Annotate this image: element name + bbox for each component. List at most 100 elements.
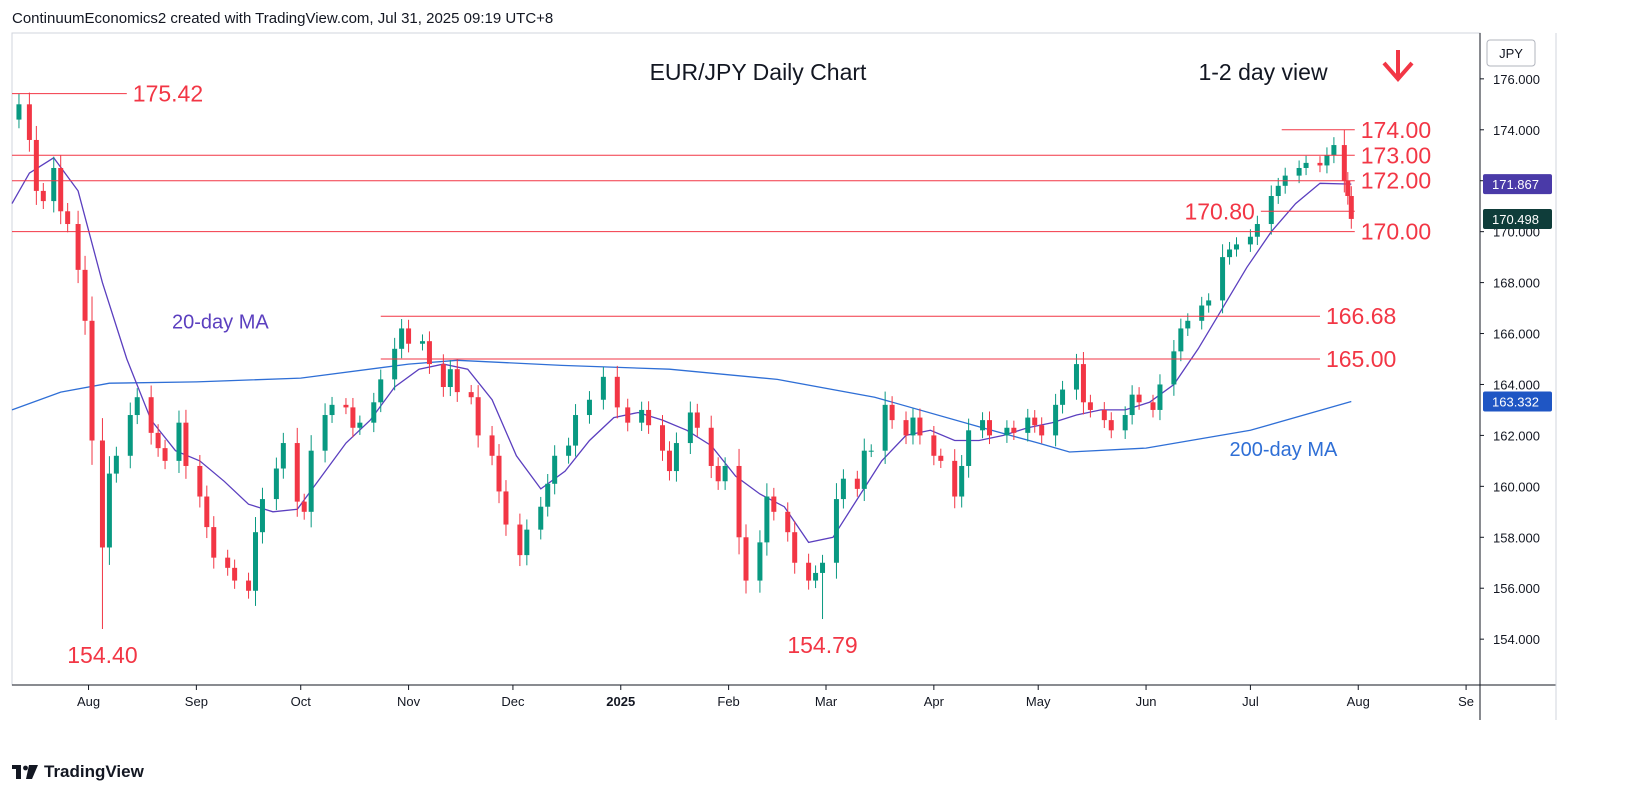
candle-body[interactable] [1220, 257, 1226, 301]
candle-body[interactable] [889, 404, 895, 421]
candle-body[interactable] [197, 465, 203, 497]
candle-body[interactable] [106, 473, 112, 548]
candle-body[interactable] [1157, 384, 1163, 410]
candle-body[interactable] [155, 432, 161, 449]
candle-body[interactable] [183, 422, 189, 466]
candle-body[interactable] [65, 211, 71, 225]
candle-body[interactable] [280, 443, 286, 469]
candle-body[interactable] [426, 341, 432, 365]
candle-body[interactable] [833, 499, 839, 563]
candle-body[interactable] [357, 422, 363, 428]
candle-body[interactable] [1053, 404, 1059, 436]
candle-body[interactable] [51, 167, 57, 202]
candle-body[interactable] [987, 420, 993, 436]
candle-body[interactable] [1122, 415, 1128, 431]
candle-body[interactable] [673, 443, 679, 472]
candle-body[interactable] [1025, 417, 1031, 433]
candle-body[interactable] [176, 422, 182, 461]
candle-body[interactable] [75, 224, 81, 270]
candle-body[interactable] [392, 348, 398, 380]
candle-body[interactable] [959, 465, 965, 497]
candle-body[interactable] [1233, 244, 1239, 250]
candle-body[interactable] [1303, 162, 1309, 168]
candle-body[interactable] [1073, 364, 1079, 390]
candle-body[interactable] [1185, 320, 1191, 329]
candle-body[interactable] [1060, 389, 1066, 405]
candle-body[interactable] [625, 407, 631, 423]
candle-body[interactable] [517, 524, 523, 556]
currency-badge[interactable] [1486, 39, 1536, 67]
candle-body[interactable] [854, 478, 860, 489]
candle-body[interactable] [1039, 425, 1045, 436]
candle-body[interactable] [1206, 300, 1212, 306]
candle-body[interactable] [1080, 364, 1086, 403]
candle-body[interactable] [1004, 427, 1010, 436]
candle-body[interactable] [1227, 249, 1233, 258]
candle-body[interactable] [1150, 402, 1156, 410]
candle-body[interactable] [1331, 145, 1337, 156]
candle-body[interactable] [806, 562, 812, 581]
candle-body[interactable] [660, 425, 666, 451]
candle-body[interactable] [952, 460, 958, 497]
candle-body[interactable] [343, 404, 349, 408]
candle-body[interactable] [399, 328, 405, 349]
candle-body[interactable] [454, 369, 460, 393]
candle-body[interactable] [89, 320, 95, 441]
candle-body[interactable] [545, 483, 551, 507]
candle-body[interactable] [1275, 185, 1281, 196]
candle-body[interactable] [1247, 236, 1253, 245]
candle-body[interactable] [1296, 167, 1302, 176]
candle-body[interactable] [792, 532, 798, 563]
candle-body[interactable] [40, 190, 46, 202]
candle-body[interactable] [134, 397, 140, 416]
candle-body[interactable] [419, 341, 425, 344]
candle-body[interactable] [1136, 394, 1142, 403]
candle-body[interactable] [715, 465, 721, 482]
candle-body[interactable] [127, 415, 133, 456]
candle-body[interactable] [666, 450, 672, 472]
candle-body[interactable] [26, 104, 32, 140]
candle-body[interactable] [371, 402, 377, 423]
candle-body[interactable] [1268, 196, 1274, 225]
candle-body[interactable] [329, 404, 335, 416]
candle-body[interactable] [246, 580, 252, 591]
candle-body[interactable] [489, 435, 495, 456]
candle-body[interactable] [1011, 427, 1017, 433]
candle-body[interactable] [82, 269, 88, 321]
candle-body[interactable] [639, 409, 645, 423]
candle-body[interactable] [496, 455, 502, 492]
candle-body[interactable] [868, 450, 874, 452]
candle-body[interactable] [771, 496, 777, 512]
candle-body[interactable] [273, 468, 279, 500]
candle-body[interactable] [447, 369, 453, 388]
candle-body[interactable] [687, 412, 693, 444]
candle-body[interactable] [903, 420, 909, 436]
candle-body[interactable] [225, 557, 231, 568]
candle-body[interactable] [440, 364, 446, 388]
candle-body[interactable] [614, 376, 620, 408]
candle-body[interactable] [1171, 351, 1177, 385]
candle-body[interactable] [16, 104, 22, 120]
candle-body[interactable] [552, 455, 558, 484]
candle-body[interactable] [586, 399, 592, 416]
candle-body[interactable] [1101, 409, 1107, 421]
candle-body[interactable] [840, 478, 846, 500]
candle-body[interactable] [757, 542, 763, 581]
candle-body[interactable] [861, 450, 867, 489]
candle-body[interactable] [1129, 394, 1135, 416]
candle-body[interactable] [708, 427, 714, 466]
candle-body[interactable] [308, 450, 314, 512]
candle-body[interactable] [931, 435, 937, 456]
candle-body[interactable] [162, 448, 168, 461]
candle-body[interactable] [406, 328, 412, 344]
candle-body[interactable] [322, 415, 328, 451]
candle-body[interactable] [1317, 162, 1323, 166]
candle-body[interactable] [573, 415, 579, 446]
candle-body[interactable] [910, 417, 916, 436]
candle-body[interactable] [736, 465, 742, 538]
candle-body[interactable] [722, 465, 728, 482]
footer-brand[interactable]: TradingView [12, 762, 144, 782]
candle-body[interactable] [301, 501, 307, 512]
candle-body[interactable] [600, 376, 606, 400]
